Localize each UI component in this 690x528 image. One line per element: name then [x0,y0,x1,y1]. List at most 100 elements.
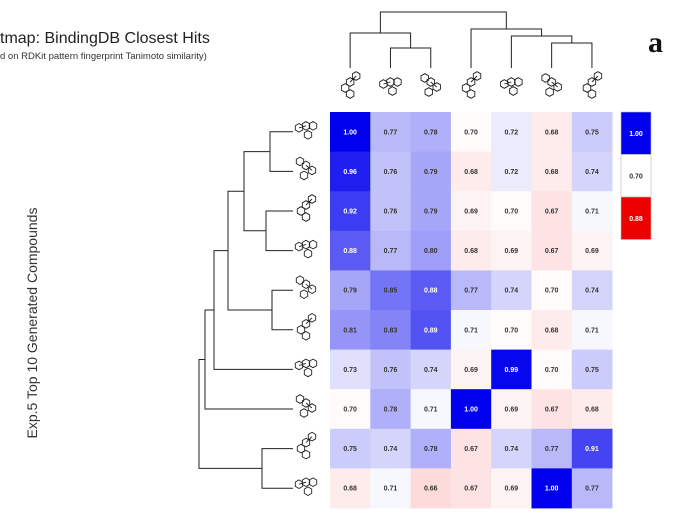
cell-value: 0.77 [585,486,599,493]
cell-value: 0.71 [384,486,398,493]
heatmap-cell [370,191,411,232]
cell-value: 0.77 [384,248,398,255]
row-dendrogram-link [261,448,293,489]
cell-value: 0.66 [424,486,438,493]
cell-value: 0.75 [585,367,599,374]
cell-value: 0.92 [343,209,357,216]
cell-value: 0.71 [464,327,478,334]
cell-value: 0.76 [384,367,398,374]
heatmap-cell [450,191,492,232]
cell-value: 1.00 [545,486,559,493]
cell-value: 0.88 [424,288,438,295]
heatmap-cell [330,191,371,232]
cell-value: 0.72 [505,129,519,136]
cell-value: 0.79 [424,209,438,216]
row-dendrogram-link [227,190,272,311]
heatmap-cell [450,270,492,311]
heatmap-cell [410,112,452,152]
column-dendrogram-link [470,28,543,68]
cell-value: 0.85 [384,288,398,295]
cell-value: 0.91 [585,446,599,453]
molecule-structure [295,394,317,418]
heatmap-cell [450,112,492,152]
heatmap-cell [491,191,532,232]
heatmap-cell [571,230,613,271]
heatmap-cell [491,230,532,271]
heatmap-cell [531,468,573,509]
molecule-structure [295,156,317,181]
heatmap-cell [450,389,492,430]
cell-value: 1.00 [343,129,357,136]
heatmap-cell [531,230,573,271]
cell-value: 0.76 [384,209,398,216]
cell-value: 0.68 [545,129,559,136]
cell-value: 0.73 [343,367,357,374]
heatmap-cell [370,151,411,192]
molecule-structure [296,312,317,341]
heatmap-cell [491,151,532,192]
heatmap-cell [571,349,613,390]
cell-value: 0.80 [424,248,438,255]
cell-value: 0.70 [343,407,357,414]
heatmap-cell [330,112,371,152]
cell-value: 0.68 [585,407,599,414]
heatmap-cell [370,270,411,311]
heatmap-cell [531,310,573,350]
heatmap-cell [491,428,532,469]
row-dendrogram-link [269,131,293,172]
cell-value: 0.69 [464,367,478,374]
heatmap-cell [330,468,371,509]
cell-value: 0.75 [585,129,599,136]
heatmap-cell [571,270,613,311]
cell-value: 0.68 [464,169,478,176]
cell-value: 0.78 [384,407,398,414]
heatmap-cell [330,230,371,271]
cell-value: 0.74 [585,288,599,295]
colorbar-label: 0.70 [629,173,643,180]
heatmap-cell [571,112,613,152]
cell-value: 0.74 [505,288,519,295]
cell-value: 0.71 [585,327,599,334]
heatmap-cell [410,468,452,509]
column-dendrogram-link [349,32,412,68]
cell-value: 0.99 [505,367,519,374]
heatmap-cell [571,310,613,350]
heatmap-cell [410,349,452,390]
column-dendrogram-link [379,11,507,33]
heatmap-cell [370,428,411,469]
cell-value: 0.67 [545,407,559,414]
colorbar-segment [620,154,652,198]
heatmap-cell [450,468,492,509]
cell-value: 0.78 [424,129,438,136]
heatmap-cell [491,349,532,390]
heatmap-cell [531,270,573,311]
heatmap-cell [370,389,411,430]
row-dendrogram-link [204,309,293,410]
molecule-structure [500,77,523,96]
molecule-structure [379,77,402,96]
cell-value: 0.70 [545,367,559,374]
cell-value: 0.77 [384,129,398,136]
heatmap-cell [410,310,452,350]
heatmap-cell [330,389,371,430]
heatmap-cell [571,468,613,509]
cell-value: 0.67 [545,248,559,255]
heatmap-cell [491,310,532,350]
heatmap-cell [450,230,492,271]
cell-value: 0.79 [343,288,357,295]
heatmap-cell [370,310,411,350]
heatmap-cell [531,112,573,152]
heatmap-cell [330,270,371,311]
heatmap-cell [370,468,411,509]
heatmap-cell [571,389,613,430]
heatmap-cell [450,349,492,390]
cell-value: 0.70 [464,129,478,136]
cell-value: 0.76 [384,169,398,176]
heatmap-cell [491,112,532,152]
heatmap-cell [410,151,452,192]
heatmap-cell [370,112,411,152]
cell-value: 0.78 [424,446,438,453]
heatmap-cell [571,428,613,469]
heatmap-cell [531,349,573,390]
